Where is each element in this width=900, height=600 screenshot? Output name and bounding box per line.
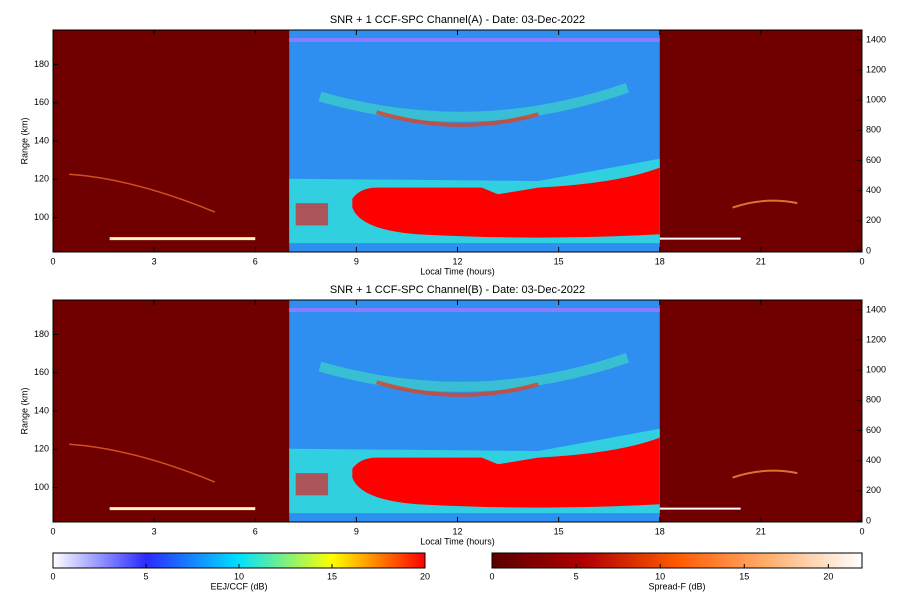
colorbar-label: EEJ/CCF (dB) (210, 581, 267, 591)
x-tick-label: 0 (50, 526, 55, 536)
y-tick-label: 100 (34, 212, 49, 222)
spread-streak (732, 469, 798, 479)
y-tick-label: 180 (34, 329, 49, 339)
y2-tick-label: 400 (866, 455, 881, 465)
x-tick-label: 18 (655, 526, 665, 536)
colorbar-tick-label: 5 (574, 571, 579, 581)
colorbar-tick-label: 0 (489, 571, 494, 581)
top-stripe (289, 308, 660, 312)
y-tick-label: 120 (34, 444, 49, 454)
heatmap-image (53, 300, 862, 522)
y2-tick-label: 400 (866, 185, 881, 195)
x-tick-label: 3 (152, 256, 157, 266)
colorbar-tick-label: 20 (823, 571, 833, 581)
x-tick-label: 15 (554, 526, 564, 536)
echo-arc (318, 82, 630, 122)
colorbar-tick-label: 10 (234, 571, 244, 581)
y2-tick-label: 1400 (866, 34, 886, 44)
panel-title: SNR + 1 CCF-SPC Channel(A) - Date: 03-De… (330, 14, 585, 26)
x-tick-label: 15 (554, 256, 564, 266)
x-tick-label: 9 (354, 526, 359, 536)
colorbar (491, 552, 863, 569)
y2-tick-label: 800 (866, 125, 881, 135)
y-tick-label: 140 (34, 135, 49, 145)
y-tick-label: 160 (34, 367, 49, 377)
y2-tick-label: 800 (866, 395, 881, 405)
echo-arc (376, 110, 539, 127)
echo-arc (318, 352, 630, 392)
y-axis-label: Range (km) (19, 117, 29, 164)
x-tick-label: 0 (859, 256, 864, 266)
y2-tick-label: 1400 (866, 304, 886, 314)
spread-streak (732, 199, 798, 209)
y2-tick-label: 600 (866, 155, 881, 165)
x-tick-label: 0 (50, 256, 55, 266)
x-tick-label: 21 (756, 256, 766, 266)
red-blob (352, 437, 660, 508)
x-tick-label: 18 (655, 256, 665, 266)
y-tick-label: 140 (34, 405, 49, 415)
spread-streak (69, 443, 216, 483)
y2-tick-label: 1000 (866, 365, 886, 375)
y2-tick-label: 200 (866, 215, 881, 225)
y-tick-label: 160 (34, 97, 49, 107)
red-patch (295, 473, 329, 496)
colorbar-tick-label: 5 (143, 571, 148, 581)
red-blob (352, 167, 660, 238)
x-tick-label: 6 (253, 526, 258, 536)
top-stripe (289, 38, 660, 42)
y-tick-label: 180 (34, 59, 49, 69)
x-tick-label: 9 (354, 256, 359, 266)
y-tick-label: 100 (34, 482, 49, 492)
y2-tick-label: 200 (866, 485, 881, 495)
y2-tick-label: 600 (866, 425, 881, 435)
colorbar-tick-label: 0 (50, 571, 55, 581)
x-axis-label: Local Time (hours) (420, 266, 495, 276)
echo-arc (376, 380, 539, 397)
x-tick-label: 21 (756, 526, 766, 536)
y2-tick-label: 1000 (866, 95, 886, 105)
colorbar-tick-label: 15 (739, 571, 749, 581)
colorbar-tick-label: 10 (655, 571, 665, 581)
y2-tick-label: 1200 (866, 334, 886, 344)
x-tick-label: 12 (452, 526, 462, 536)
x-tick-label: 3 (152, 526, 157, 536)
y2-tick-label: 0 (866, 245, 871, 255)
x-tick-label: 0 (859, 526, 864, 536)
y2-tick-label: 0 (866, 515, 871, 525)
panel-title: SNR + 1 CCF-SPC Channel(B) - Date: 03-De… (330, 284, 585, 296)
colorbar-tick-label: 15 (327, 571, 337, 581)
colorbar-label: Spread-F (dB) (648, 581, 705, 591)
x-tick-label: 12 (452, 256, 462, 266)
y-tick-label: 120 (34, 174, 49, 184)
colorbar-tick-label: 20 (420, 571, 430, 581)
red-patch (295, 203, 329, 226)
heatmap-image (53, 30, 862, 252)
x-axis-label: Local Time (hours) (420, 536, 495, 546)
spread-streak (69, 173, 216, 213)
x-tick-label: 6 (253, 256, 258, 266)
y2-tick-label: 1200 (866, 64, 886, 74)
y-axis-label: Range (km) (19, 387, 29, 434)
